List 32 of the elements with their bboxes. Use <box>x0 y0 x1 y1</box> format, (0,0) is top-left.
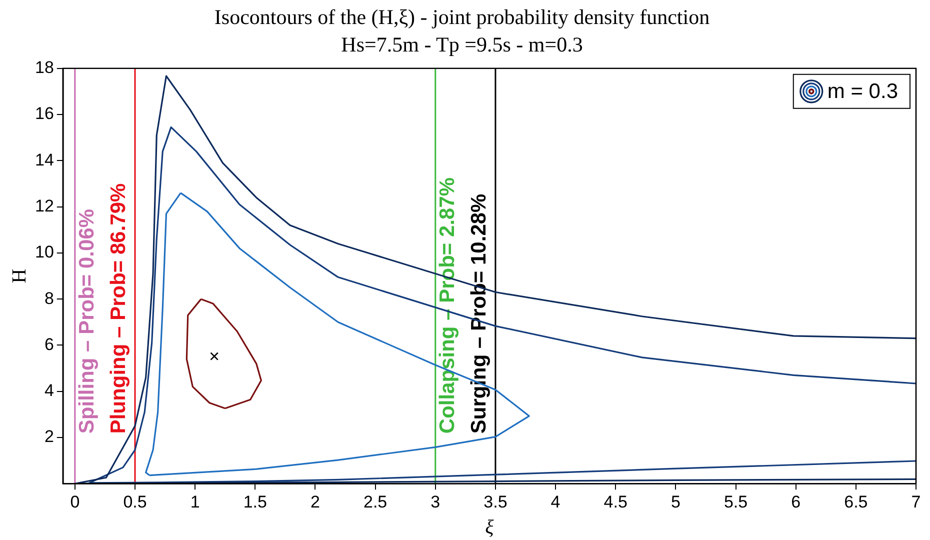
annotation: Surging – Prob= 10.28% <box>467 193 490 434</box>
y-tick-label: 6 <box>44 334 54 354</box>
x-tick-label: 3 <box>430 492 440 512</box>
x-tick-label: 6.5 <box>844 492 868 512</box>
x-tick-label: 5 <box>670 492 680 512</box>
x-tick-label: 3.5 <box>484 492 508 512</box>
chart-title: Isocontours of the (H,ξ) - joint probability density function <box>214 5 710 30</box>
x-tick-label: 5.5 <box>724 492 748 512</box>
x-tick-label: 0 <box>70 492 80 512</box>
x-tick-label: 2.5 <box>363 492 388 512</box>
x-tick-label: 1 <box>190 492 200 512</box>
y-tick-label: 2 <box>44 427 54 446</box>
annotation: Spilling – Prob= 0.06% <box>76 208 99 434</box>
x-axis-title: ξ <box>485 516 494 538</box>
x-tick-label: 2 <box>310 492 320 512</box>
y-tick-label: 8 <box>44 288 54 308</box>
chart-subtitle: Hs=7.5m - Tp =9.5s - m=0.3 <box>341 32 583 56</box>
x-tick-label: 7 <box>911 492 921 512</box>
y-tick-label: 18 <box>34 58 54 78</box>
legend-label: m = 0.3 <box>827 80 898 104</box>
x-tick-label: 1.5 <box>243 492 267 512</box>
y-axis-title: H <box>8 268 30 284</box>
x-tick-label: 4 <box>550 492 560 512</box>
y-tick-label: 12 <box>34 196 54 216</box>
y-tick-label: 10 <box>34 242 54 262</box>
x-tick-label: 4.5 <box>604 492 628 512</box>
y-tick-label: 14 <box>34 150 54 170</box>
y-tick-label: 4 <box>44 381 54 400</box>
x-tick-label: 0.5 <box>123 492 147 512</box>
y-tick-label: 16 <box>34 104 54 124</box>
x-tick-label: 6 <box>791 492 801 512</box>
annotation: Plunging – Prob= 86.79% <box>106 182 130 434</box>
